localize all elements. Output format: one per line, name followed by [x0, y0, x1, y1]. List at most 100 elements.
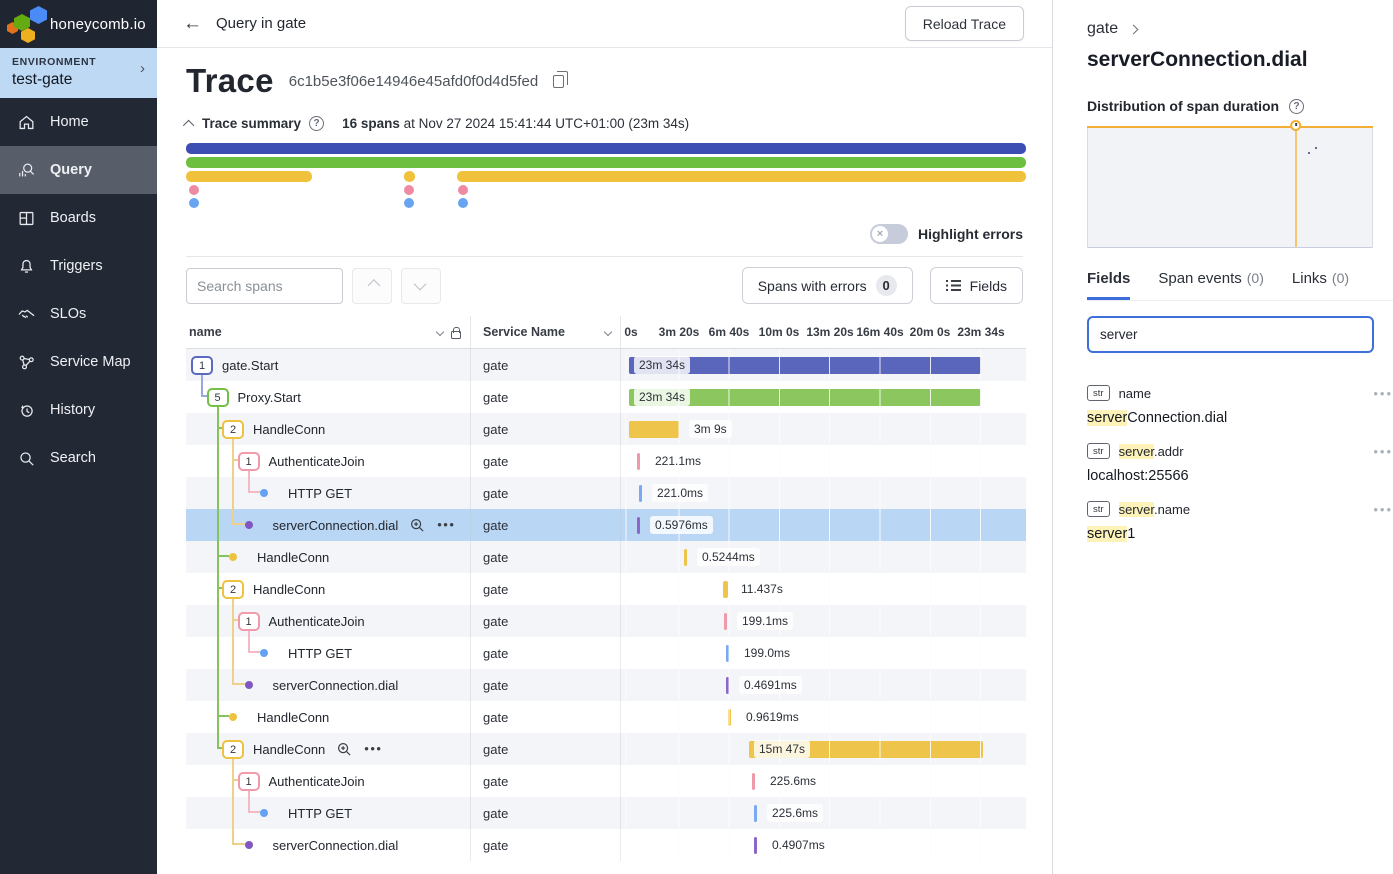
- timeline-cell: 221.0ms: [621, 477, 1026, 509]
- more-options-icon[interactable]: •••: [1373, 501, 1393, 517]
- timeline-cell: 23m 34s: [621, 349, 1026, 381]
- timeline-axis: 0s 3m 20s 6m 40s 10m 0s 13m 20s 16m 40s 20m 0s…: [621, 316, 1026, 348]
- tree-elbow-line: [216, 747, 222, 749]
- table-row[interactable]: 2 HandleConn gate 11.437s: [186, 573, 1026, 605]
- timeline-cell: 221.1ms: [621, 445, 1026, 477]
- highlight-errors-toggle[interactable]: ×: [869, 224, 908, 244]
- tree-down-line: [232, 599, 234, 605]
- tab-fields[interactable]: Fields: [1087, 270, 1131, 300]
- table-row[interactable]: HTTP GET gate 225.6ms: [186, 797, 1026, 829]
- table-row[interactable]: serverConnection.dial ••• gate 0.5976ms: [186, 509, 1026, 541]
- prev-match-button[interactable]: [352, 267, 392, 304]
- sidebar-item-service-map[interactable]: Service Map: [0, 338, 157, 386]
- trace-summary-label: Trace summary: [202, 116, 302, 131]
- table-row[interactable]: 2 HandleConn ••• gate 15m 47s: [186, 733, 1026, 765]
- timeline-cell: 15m 47s: [621, 733, 1026, 765]
- sidebar-item-slos[interactable]: SLOs: [0, 290, 157, 338]
- span-count-badge: 1: [237, 452, 260, 471]
- minimap-span-segment: [403, 171, 416, 182]
- sidebar-item-search[interactable]: Search: [0, 434, 157, 482]
- table-row[interactable]: serverConnection.dial gate 0.4907ms: [186, 829, 1026, 861]
- duration-tick: [637, 453, 640, 470]
- field-key-row: str server.addr •••: [1087, 443, 1393, 459]
- field-search-input[interactable]: [1087, 316, 1374, 353]
- table-row[interactable]: 1 AuthenticateJoin gate 225.6ms: [186, 765, 1026, 797]
- minimap-row: [186, 185, 1026, 195]
- duration-label: 199.0ms: [739, 644, 796, 662]
- next-match-button[interactable]: [401, 267, 441, 304]
- environment-switcher[interactable]: ENVIRONMENT test-gate ›: [0, 48, 157, 98]
- trace-minimap[interactable]: [186, 143, 1026, 208]
- tree-guide-line: [216, 588, 219, 605]
- tree-elbow-line: [216, 573, 219, 588]
- span-name: AuthenticateJoin: [268, 453, 365, 469]
- table-row[interactable]: 1 AuthenticateJoin gate 221.1ms: [186, 445, 1026, 477]
- table-row[interactable]: HTTP GET gate 199.0ms: [186, 637, 1026, 669]
- table-row[interactable]: 1 gate.Start gate 23m 34s: [186, 349, 1026, 381]
- search-spans-input[interactable]: [186, 267, 343, 304]
- collapse-chevron-icon[interactable]: [182, 119, 195, 131]
- sidebar-item-triggers[interactable]: Triggers: [0, 242, 157, 290]
- minimap-span-segment: [186, 143, 1026, 154]
- table-row[interactable]: HandleConn gate 0.9619ms: [186, 701, 1026, 733]
- tree-elbow-line: [216, 715, 229, 717]
- duration-tick: [726, 677, 729, 694]
- field-type-chip: str: [1087, 443, 1110, 459]
- tab-span-events[interactable]: Span events (0): [1158, 270, 1264, 300]
- help-icon[interactable]: [309, 116, 325, 131]
- span-count-badge: 2: [222, 420, 244, 439]
- more-options-icon[interactable]: •••: [364, 741, 383, 756]
- reload-trace-button[interactable]: Reload Trace: [904, 6, 1024, 41]
- zoom-to-span-icon[interactable]: [337, 742, 352, 757]
- highlight-errors-label: Highlight errors: [917, 226, 1023, 242]
- tree-guide-line: [232, 477, 234, 509]
- table-row[interactable]: serverConnection.dial gate 0.4691ms: [186, 669, 1026, 701]
- minimap-row: [186, 157, 1026, 168]
- table-row[interactable]: 5 Proxy.Start gate 23m 34s: [186, 381, 1026, 413]
- more-options-icon[interactable]: •••: [437, 517, 456, 532]
- table-row[interactable]: 1 AuthenticateJoin gate 199.1ms: [186, 605, 1026, 637]
- table-row[interactable]: HTTP GET gate 221.0ms: [186, 477, 1026, 509]
- duration-tick: [726, 645, 729, 662]
- honeycomb-logo[interactable]: honeycomb.io: [0, 0, 157, 48]
- span-name-cell: 1 AuthenticateJoin: [186, 605, 471, 637]
- fields-button[interactable]: Fields: [929, 267, 1023, 304]
- table-row[interactable]: 2 HandleConn gate 3m 9s: [186, 413, 1026, 445]
- spans-with-errors-button[interactable]: Spans with errors 0: [741, 267, 913, 304]
- span-kind-dot: [244, 521, 253, 529]
- timeline-gridlines: [621, 765, 1026, 797]
- copy-icon[interactable]: [553, 70, 569, 88]
- minimap-span-segment: [189, 198, 200, 208]
- column-header-name[interactable]: name: [186, 316, 471, 348]
- tree-guide-line: [232, 797, 234, 829]
- tree-down-line: [232, 759, 234, 765]
- sidebar-item-history[interactable]: History: [0, 386, 157, 434]
- breadcrumb-service[interactable]: gate: [1087, 20, 1119, 37]
- minimap-span-segment: [403, 198, 414, 208]
- back-arrow-icon[interactable]: ←: [183, 12, 202, 34]
- column-header-service[interactable]: Service Name: [471, 316, 621, 348]
- tree-elbow-line: [232, 509, 234, 524]
- duration-bar: [629, 421, 679, 438]
- timeline-cell: 0.9619ms: [621, 701, 1026, 733]
- sidebar-item-boards[interactable]: Boards: [0, 194, 157, 242]
- table-row[interactable]: HandleConn gate 0.5244ms: [186, 541, 1026, 573]
- span-name-cell: serverConnection.dial: [186, 829, 471, 861]
- sidebar-item-home[interactable]: Home: [0, 98, 157, 146]
- sidebar-item-query[interactable]: Query: [0, 146, 157, 194]
- more-options-icon[interactable]: •••: [1373, 385, 1393, 401]
- duration-label: 221.1ms: [650, 452, 707, 470]
- span-count-badge: 5: [206, 388, 229, 407]
- timeline-tick-label: 10m 0s: [758, 325, 800, 339]
- span-name: AuthenticateJoin: [268, 613, 365, 629]
- tree-guide-line: [216, 716, 219, 733]
- text-part: name: [1118, 385, 1152, 401]
- tab-links[interactable]: Links (0): [1292, 270, 1349, 300]
- zoom-to-span-icon[interactable]: [410, 518, 425, 533]
- search-highlight: server: [1118, 501, 1154, 517]
- chevron-up-icon: [367, 279, 380, 292]
- more-options-icon[interactable]: •••: [1373, 443, 1393, 459]
- lock-icon: [451, 326, 461, 339]
- help-icon[interactable]: [1289, 98, 1305, 114]
- tree-down-line: [232, 439, 234, 445]
